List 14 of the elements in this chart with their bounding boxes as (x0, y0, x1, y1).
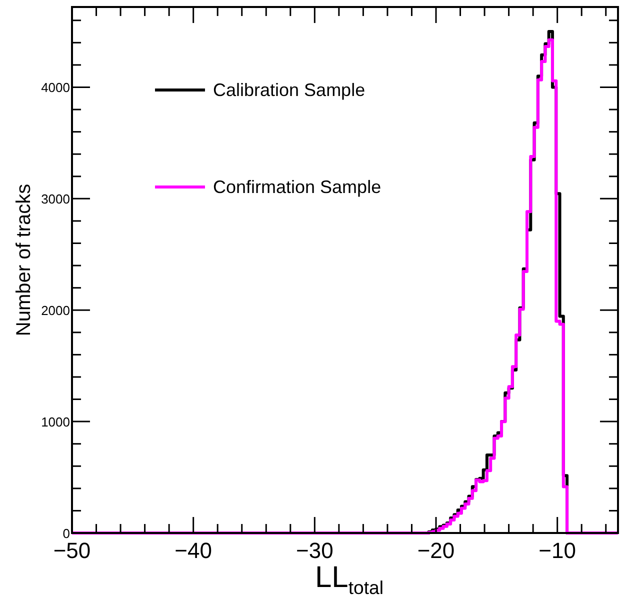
y-tick-label: 4000 (41, 80, 70, 96)
legend-label: Calibration Sample (213, 80, 366, 100)
x-tick-label: −30 (296, 538, 334, 563)
y-tick-label: 1000 (41, 414, 70, 430)
y-tick-label: 2000 (41, 303, 70, 318)
x-tick-label: −50 (53, 538, 91, 563)
legend-label: Confirmation Sample (213, 177, 382, 197)
y-tick-label: 3000 (41, 192, 70, 207)
x-tick-label: −10 (538, 538, 576, 563)
x-tick-label: −40 (174, 538, 212, 563)
y-tick-label: 0 (62, 526, 70, 541)
x-tick-label: −20 (417, 538, 455, 563)
x-axis-title: LL$_{total}$ (315, 561, 384, 597)
y-axis-title: Number of tracks (13, 184, 35, 336)
